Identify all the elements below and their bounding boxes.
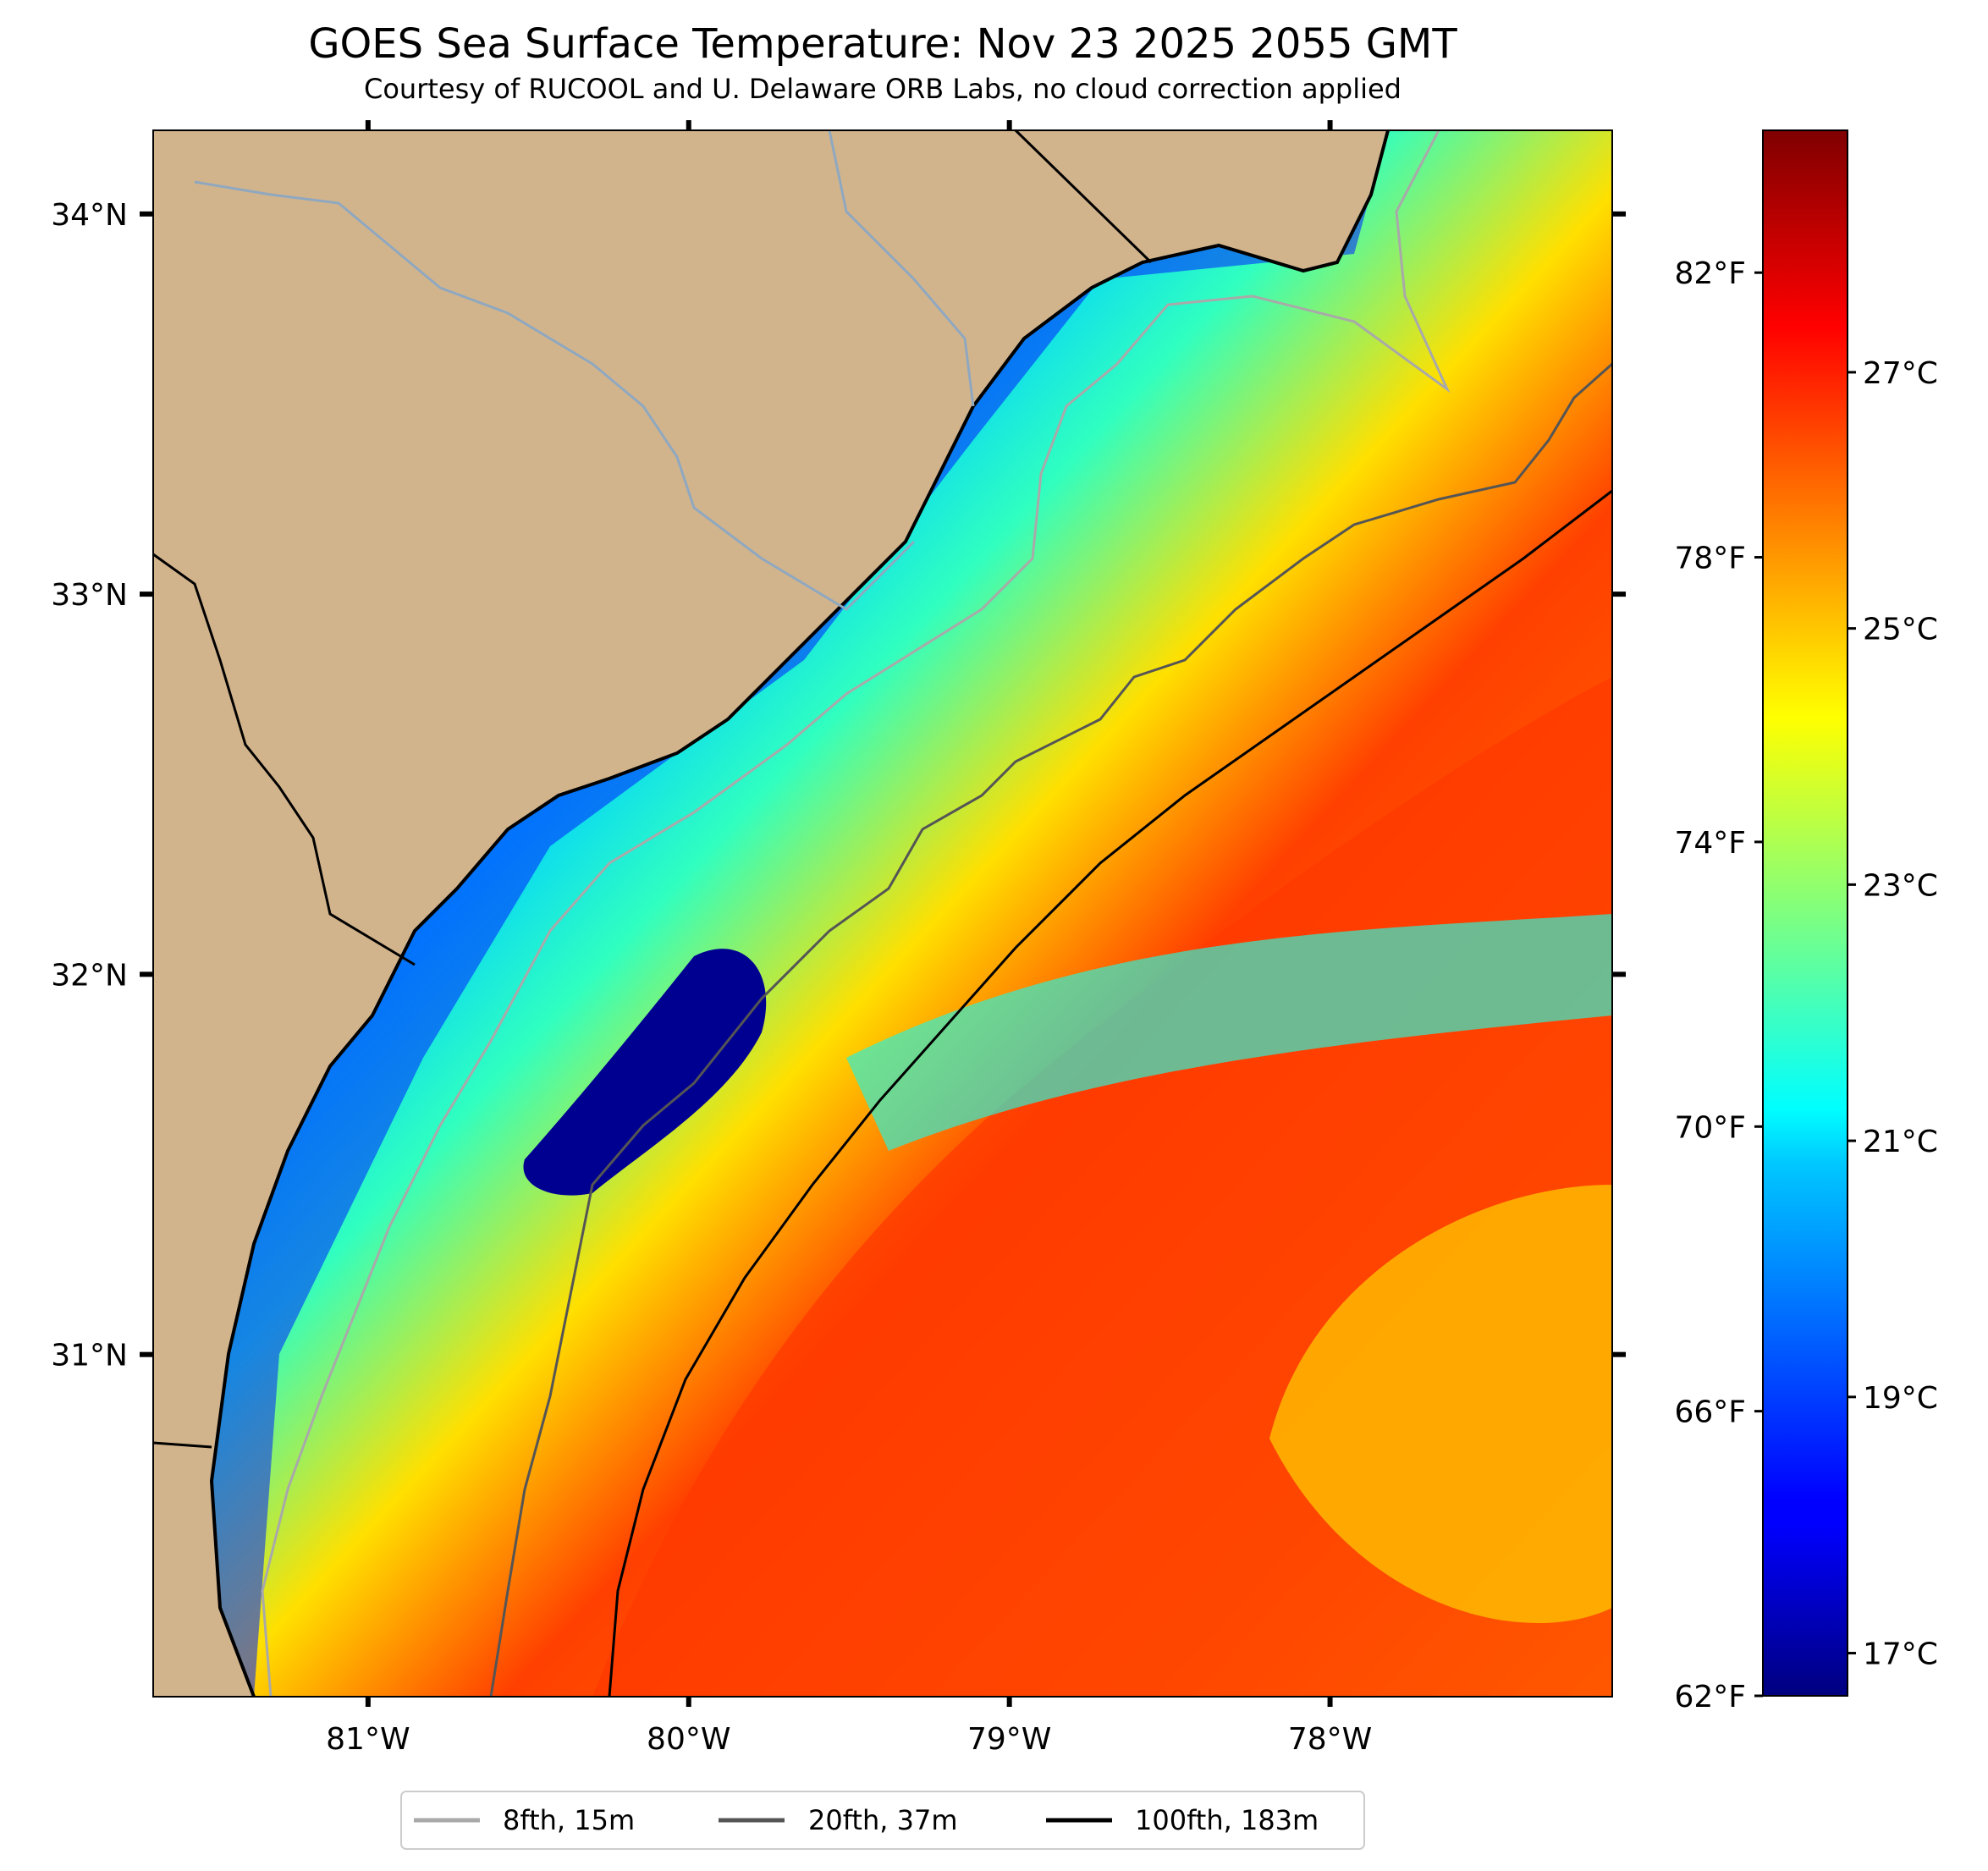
river	[828, 130, 975, 407]
latitude-axis: 34°N 33°N 32°N 31°N	[51, 198, 1626, 1373]
fahrenheit-tick-label: 70°F	[1674, 1110, 1746, 1145]
fahrenheit-tick-label: 62°F	[1674, 1680, 1746, 1714]
legend-label-8fth: 8fth, 15m	[503, 1804, 635, 1836]
celsius-tick-label: 25°C	[1863, 613, 1938, 647]
map-subtitle: Courtesy of RUCOOL and U. Delaware ORB L…	[364, 73, 1402, 105]
celsius-tick-label: 23°C	[1863, 868, 1938, 903]
legend-label-20fth: 20fth, 37m	[808, 1804, 957, 1836]
fahrenheit-tick-label: 74°F	[1674, 826, 1746, 861]
legend-box	[400, 1791, 1365, 1850]
map-area	[153, 130, 1612, 1697]
state-border-ga	[153, 1441, 212, 1449]
colorbar	[1762, 129, 1848, 1697]
lon-tick-label: 79°W	[967, 1722, 1051, 1757]
celsius-tick-label: 21°C	[1863, 1125, 1938, 1159]
lon-tick-label: 78°W	[1288, 1722, 1372, 1757]
legend-label-100fth: 100fth, 183m	[1135, 1804, 1319, 1836]
warm-eddy	[1269, 1185, 1612, 1624]
isobath-20fth	[489, 362, 1612, 1697]
cold-pool	[523, 949, 767, 1196]
lat-tick-label: 31°N	[51, 1339, 128, 1373]
colorbar-fahrenheit-axis: 62°F 66°F 70°F 74°F 78°F 82°F	[1674, 256, 1763, 1714]
map-title: GOES Sea Surface Temperature: Nov 23 202…	[308, 20, 1457, 68]
state-border-nc	[1014, 130, 1153, 264]
state-border	[153, 553, 416, 966]
fahrenheit-tick-label: 66°F	[1674, 1395, 1746, 1430]
lat-tick-label: 32°N	[51, 958, 128, 993]
celsius-tick-label: 19°C	[1863, 1381, 1938, 1416]
lon-tick-label: 81°W	[326, 1722, 410, 1757]
isobath-8fth	[261, 130, 1451, 1697]
lat-tick-label: 34°N	[51, 198, 128, 233]
map-frame	[152, 129, 1613, 1698]
fahrenheit-tick-label: 78°F	[1674, 542, 1746, 576]
lat-tick-label: 33°N	[51, 578, 128, 613]
isobath-100fth	[608, 489, 1612, 1697]
celsius-tick-label: 17°C	[1863, 1637, 1938, 1672]
cool-filament	[846, 914, 1612, 1151]
celsius-tick-label: 27°C	[1863, 356, 1938, 391]
isobath-legend: 8fth, 15m 20fth, 37m 100fth, 183m	[400, 1791, 1365, 1850]
longitude-axis: 81°W 80°W 79°W 78°W	[326, 120, 1372, 1757]
land	[153, 130, 1388, 1697]
river	[194, 180, 916, 611]
fahrenheit-tick-label: 82°F	[1674, 256, 1746, 291]
lon-tick-label: 80°W	[647, 1722, 730, 1757]
colorbar-celsius-axis: 17°C 19°C 21°C 23°C 25°C 27°C	[1848, 356, 1938, 1672]
coastline	[209, 130, 1390, 1697]
